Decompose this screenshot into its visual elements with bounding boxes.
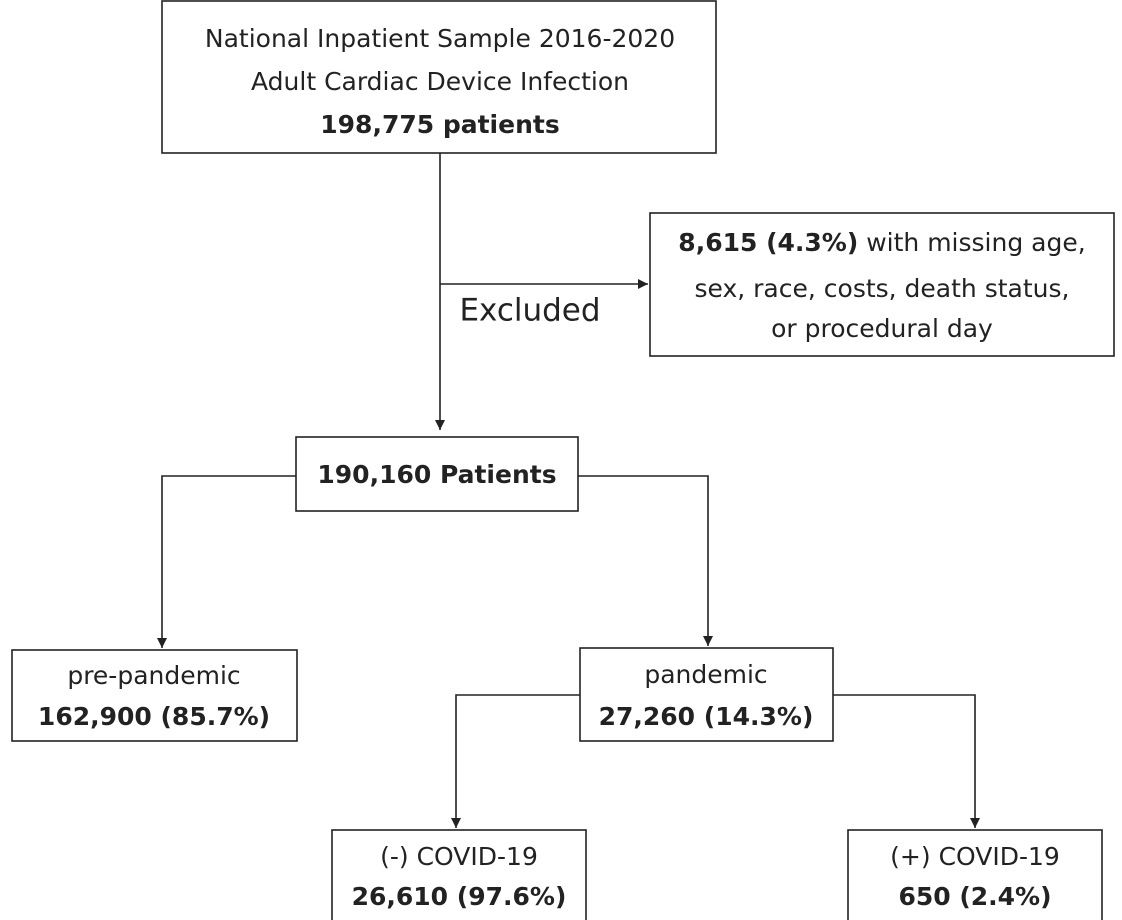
box: [331, 829, 587, 920]
node-text: with missing age,: [866, 228, 1085, 257]
arrow: [833, 694, 980, 828]
node-text: sex, race, costs, death status,: [695, 274, 1070, 303]
node-text: 26,610 (97.6%): [352, 882, 567, 911]
node-text: 162,900 (85.7%): [38, 702, 270, 731]
node-text: pandemic: [644, 660, 767, 689]
box: [161, 0, 717, 154]
node-text: Adult Cardiac Device Infection: [251, 67, 629, 96]
box: [295, 436, 579, 512]
node-text: 190,160 Patients: [317, 460, 556, 489]
box: [847, 829, 1103, 920]
box: [649, 212, 1115, 357]
arrow: [451, 694, 580, 828]
box: [579, 647, 834, 742]
arrow: [157, 475, 296, 648]
node-text: (-) COVID-19: [380, 842, 538, 871]
node-text: or procedural day: [771, 314, 993, 343]
box: [11, 649, 298, 742]
edge-label: Excluded: [459, 293, 600, 329]
node-text: 27,260 (14.3%): [599, 702, 814, 731]
node-text: (+) COVID-19: [890, 842, 1060, 871]
node-text: 650 (2.4%): [898, 882, 1051, 911]
node-text: pre-pandemic: [67, 661, 240, 690]
node-text: 8,615 (4.3%): [678, 228, 858, 257]
node-text: 8,615 (4.3%) with missing age,: [678, 228, 1085, 257]
node-text: National Inpatient Sample 2016-2020: [205, 24, 675, 53]
node-text: 198,775 patients: [320, 110, 559, 139]
arrow: [578, 475, 713, 646]
